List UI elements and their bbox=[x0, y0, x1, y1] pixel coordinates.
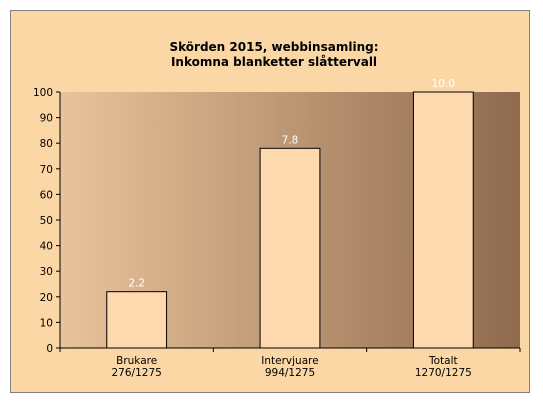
chart-title: Skörden 2015, webbinsamling: bbox=[169, 40, 378, 54]
data-label: 10.0 bbox=[432, 78, 455, 90]
y-tick-label: 10 bbox=[40, 317, 53, 329]
y-tick-label: 80 bbox=[40, 138, 53, 150]
bar bbox=[412, 91, 474, 349]
bar bbox=[259, 147, 321, 349]
category-label: Intervjuare bbox=[261, 355, 318, 367]
chart-subtitle: Inkomna blanketter slåttervall bbox=[171, 55, 377, 69]
y-tick-label: 30 bbox=[40, 266, 53, 278]
bars bbox=[106, 91, 474, 349]
category-label: Totalt bbox=[428, 355, 458, 367]
category-sublabel: 1270/1275 bbox=[415, 367, 472, 379]
bar bbox=[106, 291, 168, 349]
category-label: Brukare bbox=[116, 355, 157, 367]
y-tick-label: 60 bbox=[40, 189, 53, 201]
y-tick-label: 70 bbox=[40, 164, 53, 176]
data-label: 2.2 bbox=[128, 278, 145, 290]
y-tick-label: 20 bbox=[40, 292, 53, 304]
y-tick-label: 100 bbox=[33, 87, 53, 99]
category-sublabel: 994/1275 bbox=[265, 367, 315, 379]
y-tick-label: 40 bbox=[40, 241, 53, 253]
y-tick-label: 50 bbox=[40, 215, 53, 227]
data-label: 7.8 bbox=[282, 134, 299, 146]
category-sublabel: 276/1275 bbox=[112, 367, 162, 379]
y-tick-label: 90 bbox=[40, 113, 53, 125]
y-tick-label: 0 bbox=[46, 343, 53, 355]
